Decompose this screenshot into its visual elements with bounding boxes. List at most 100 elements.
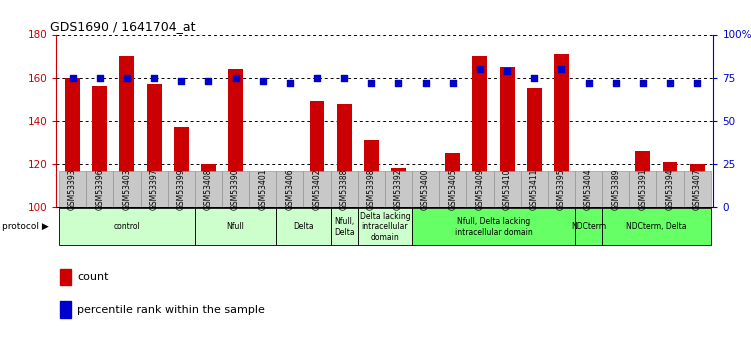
Bar [195, 171, 222, 207]
Bar [602, 208, 710, 246]
Point [528, 75, 540, 80]
Point [420, 80, 432, 86]
Point [257, 78, 269, 84]
Bar [439, 171, 466, 207]
Point [474, 66, 486, 72]
Text: Nfull, Delta lacking
intracellular domain: Nfull, Delta lacking intracellular domai… [454, 217, 532, 237]
Text: NDCterm, Delta: NDCterm, Delta [626, 222, 686, 231]
Text: GSM53388: GSM53388 [339, 168, 348, 209]
Text: GSM53408: GSM53408 [204, 168, 213, 210]
Bar [575, 208, 602, 246]
Text: GSM53404: GSM53404 [584, 168, 593, 210]
Bar [228, 69, 243, 207]
Bar [689, 164, 704, 207]
Bar [167, 171, 195, 207]
Bar [608, 196, 623, 207]
Bar [330, 171, 357, 207]
Bar [602, 171, 629, 207]
Text: count: count [77, 272, 109, 282]
Point [501, 68, 513, 73]
Point [447, 80, 459, 86]
Bar [412, 208, 575, 246]
Point [284, 80, 296, 86]
Bar [195, 208, 276, 246]
Text: protocol ▶: protocol ▶ [2, 222, 49, 231]
Bar [59, 208, 195, 246]
Bar [526, 88, 541, 207]
Point [230, 75, 242, 80]
Text: GSM53392: GSM53392 [394, 168, 403, 210]
Bar [357, 171, 385, 207]
Point [67, 75, 79, 80]
Text: GSM53391: GSM53391 [638, 168, 647, 210]
Text: GSM53390: GSM53390 [231, 168, 240, 210]
Bar [357, 208, 412, 246]
Bar [276, 208, 330, 246]
Text: Delta lacking
intracellular
domain: Delta lacking intracellular domain [360, 212, 410, 242]
Bar [520, 171, 547, 207]
Point [148, 75, 160, 80]
Bar [635, 151, 650, 207]
Point [202, 78, 214, 84]
Point [338, 75, 350, 80]
Text: GSM53403: GSM53403 [122, 168, 131, 210]
Bar [683, 171, 710, 207]
Bar [59, 171, 86, 207]
Point [664, 80, 676, 86]
Text: GSM53410: GSM53410 [502, 168, 511, 210]
Bar [547, 171, 575, 207]
Text: GSM53407: GSM53407 [692, 168, 701, 210]
Bar [146, 84, 161, 207]
Point [610, 80, 622, 86]
Bar [575, 171, 602, 207]
Bar [249, 171, 276, 207]
Point [365, 80, 377, 86]
Bar [140, 171, 167, 207]
Bar [276, 171, 303, 207]
Bar [391, 168, 406, 207]
Bar [309, 101, 324, 207]
Text: GSM53405: GSM53405 [448, 168, 457, 210]
Point [121, 75, 133, 80]
Bar [303, 171, 330, 207]
Bar [119, 56, 134, 207]
Bar [499, 67, 514, 207]
Text: GSM53402: GSM53402 [312, 168, 321, 210]
Bar [330, 208, 357, 246]
Bar [554, 54, 569, 207]
Bar [336, 104, 351, 207]
Bar [656, 171, 683, 207]
Text: GSM53398: GSM53398 [366, 168, 376, 210]
Text: NDCterm: NDCterm [571, 222, 606, 231]
Text: Nfull,
Delta: Nfull, Delta [334, 217, 354, 237]
Text: GDS1690 / 1641704_at: GDS1690 / 1641704_at [50, 20, 195, 33]
Text: GSM53411: GSM53411 [529, 168, 538, 209]
Point [637, 80, 649, 86]
Bar [363, 140, 379, 207]
Text: GSM53397: GSM53397 [149, 168, 158, 210]
Point [691, 80, 703, 86]
Bar [86, 171, 113, 207]
Bar [92, 86, 107, 207]
Bar [581, 186, 596, 207]
Bar [282, 205, 297, 207]
Bar [472, 56, 487, 207]
Text: GSM53400: GSM53400 [421, 168, 430, 210]
Bar [412, 171, 439, 207]
Text: control: control [113, 222, 140, 231]
Text: GSM53406: GSM53406 [285, 168, 294, 210]
Bar [222, 171, 249, 207]
Text: GSM53401: GSM53401 [258, 168, 267, 210]
Point [556, 66, 568, 72]
Bar [466, 171, 493, 207]
Bar [113, 171, 140, 207]
Bar [385, 171, 412, 207]
Text: Nfull: Nfull [227, 222, 245, 231]
Bar [59, 301, 71, 318]
Point [175, 78, 187, 84]
Bar [255, 179, 270, 207]
Bar [629, 171, 656, 207]
Text: percentile rank within the sample: percentile rank within the sample [77, 305, 265, 315]
Text: GSM53409: GSM53409 [475, 168, 484, 210]
Text: GSM53393: GSM53393 [68, 168, 77, 210]
